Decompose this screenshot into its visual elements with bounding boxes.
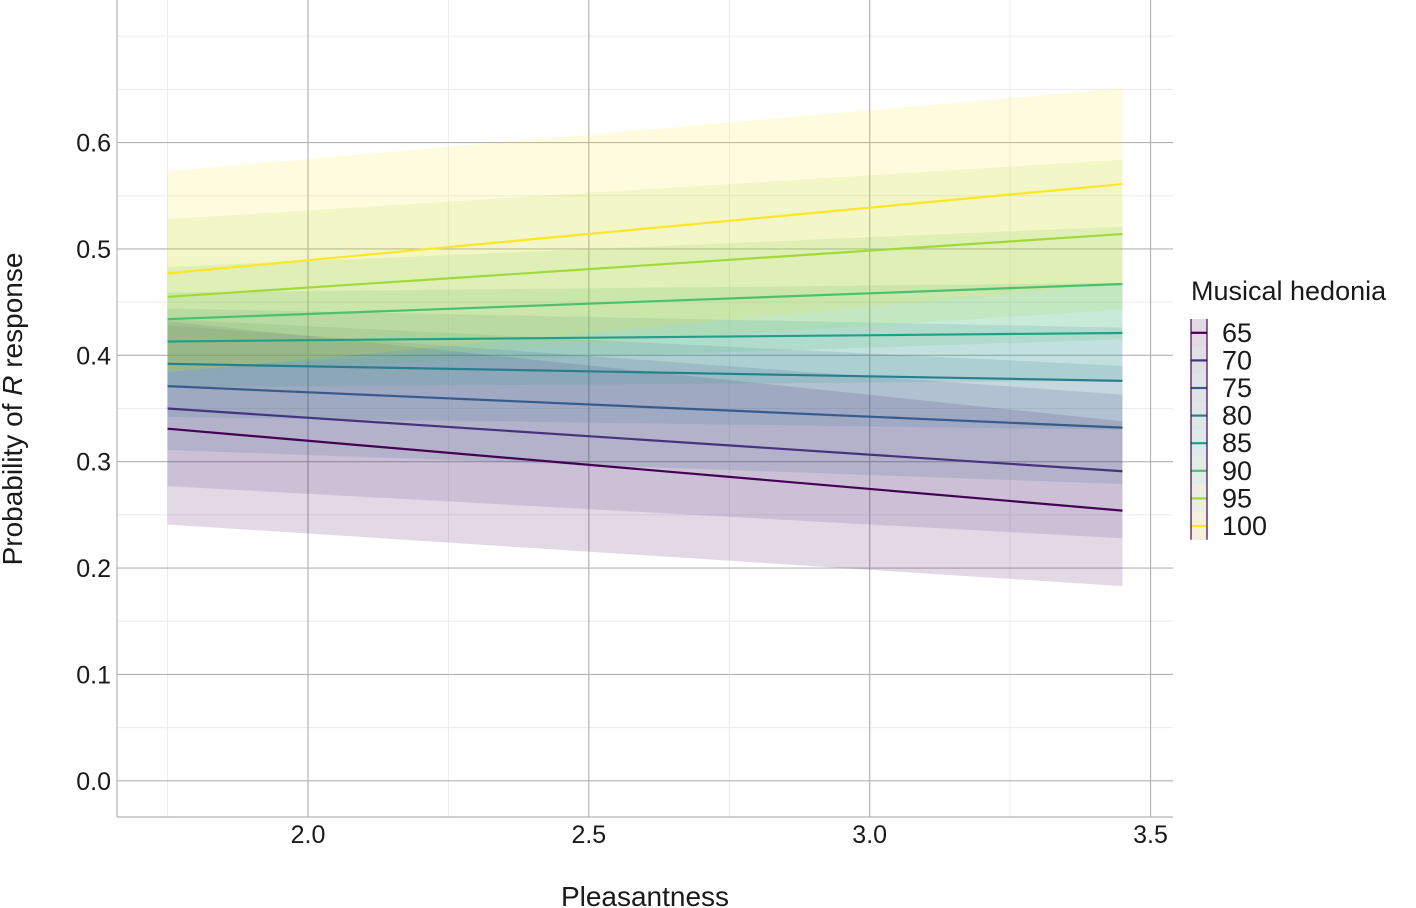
- line-80: [167, 362, 1123, 382]
- line-90: [167, 282, 1123, 321]
- y-tick-label: 0.1: [76, 661, 111, 689]
- ribbon-85: [167, 282, 1123, 388]
- y-axis-title: Probability of R response: [0, 253, 28, 566]
- legend-label: 100: [1222, 511, 1267, 541]
- y-axis-title-italic: R: [0, 376, 28, 396]
- ribbon-75: [167, 319, 1123, 485]
- legend-title: Musical hedonia: [1191, 276, 1387, 306]
- y-axis-title-part: Probability of: [0, 396, 28, 566]
- x-axis-title: Pleasantness: [561, 881, 729, 908]
- line-65: [167, 427, 1123, 512]
- y-tick-label: 0.3: [76, 449, 111, 477]
- line-85: [167, 331, 1123, 343]
- line-100: [167, 182, 1123, 275]
- y-tick-label: 0.4: [76, 342, 111, 370]
- legend-label: 75: [1222, 373, 1252, 403]
- legend-label: 80: [1222, 401, 1252, 431]
- y-tick-label: 0.2: [76, 555, 111, 583]
- legend-label: 85: [1222, 428, 1252, 458]
- y-tick-label: 0.5: [76, 236, 111, 264]
- y-axis-ticks: 0.0 0.1 0.2 0.3 0.4 0.5 0.6: [76, 130, 111, 796]
- y-tick-label: 0.6: [76, 130, 111, 158]
- fit-lines: [167, 182, 1123, 512]
- line-75: [167, 385, 1123, 429]
- legend-label: 70: [1222, 345, 1252, 375]
- x-tick-label: 2.5: [571, 821, 606, 849]
- legend-label: 65: [1222, 318, 1252, 348]
- y-axis-title-part: response: [0, 253, 28, 376]
- grid: [116, 0, 1173, 818]
- x-tick-label: 3.0: [852, 821, 887, 849]
- legend-label: 95: [1222, 483, 1252, 513]
- x-axis-ticks: 2.0 2.5 3.0 3.5: [291, 821, 1168, 849]
- ribbon-65: [167, 321, 1123, 587]
- legend-label: 90: [1222, 456, 1252, 486]
- ribbon-70: [167, 325, 1123, 539]
- line-95: [167, 232, 1123, 298]
- line-70: [167, 407, 1123, 473]
- y-tick-label: 0.0: [76, 768, 111, 796]
- x-tick-label: 2.0: [291, 821, 326, 849]
- x-tick-label: 3.5: [1133, 821, 1168, 849]
- ribbon-100: [167, 88, 1123, 373]
